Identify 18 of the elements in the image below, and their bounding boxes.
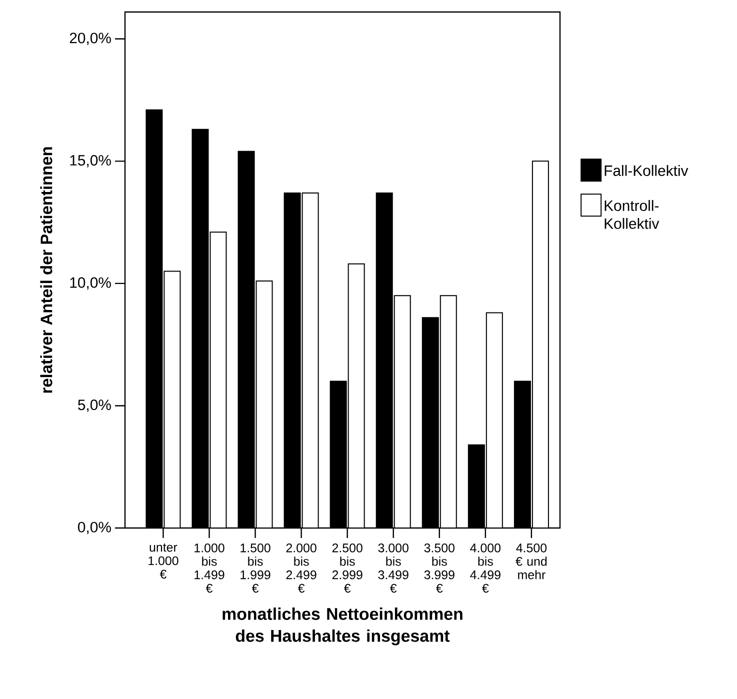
x-tick-label: 4.500 € und mehr bbox=[516, 544, 547, 580]
y-tick-label: 5,0% bbox=[78, 400, 111, 412]
y-axis-title: relativer Anteil der Patientinnen bbox=[40, 147, 52, 393]
x-tick-label: 3.500 bis 3.999 € bbox=[424, 544, 454, 593]
y-tick-label: 0,0% bbox=[78, 522, 111, 534]
x-tick-label: 2.000 bis 2.499 € bbox=[286, 544, 316, 593]
x-tick-label: 1.000 bis 1.499 € bbox=[194, 544, 224, 593]
legend-label: Kontroll-Kollektiv bbox=[604, 200, 660, 229]
x-tick-label: 3.000 bis 3.499 € bbox=[378, 544, 408, 593]
x-tick-label: 2.500 bis 2.999 € bbox=[332, 544, 362, 593]
x-axis-title: monatliches Nettoeinkommen des Haushaltes insgesamt bbox=[222, 608, 462, 646]
legend-label: Fall-Kollektiv bbox=[604, 165, 688, 176]
y-tick-label: 15,0% bbox=[70, 154, 111, 168]
y-tick-label: 20,0% bbox=[70, 32, 111, 46]
x-tick-label: 1.500 bis 1.999 € bbox=[240, 544, 270, 593]
x-tick-label: unter 1.000 € bbox=[148, 544, 178, 579]
y-tick-label: 10,0% bbox=[70, 277, 111, 290]
x-tick-label: 4.000 bis 4.499 € bbox=[470, 544, 501, 593]
